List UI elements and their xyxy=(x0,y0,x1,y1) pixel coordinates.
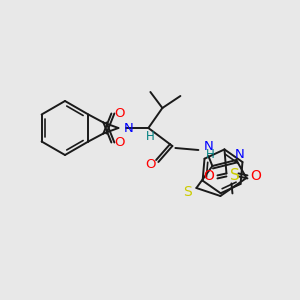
Text: O: O xyxy=(114,136,124,149)
Text: O: O xyxy=(114,107,124,120)
Text: H: H xyxy=(146,130,155,143)
Text: N: N xyxy=(235,148,244,160)
Text: O: O xyxy=(250,169,261,183)
Text: S: S xyxy=(183,185,191,199)
Text: S: S xyxy=(230,168,239,183)
Text: O: O xyxy=(203,169,214,183)
Text: N: N xyxy=(123,122,133,134)
Text: O: O xyxy=(145,158,156,172)
Text: H: H xyxy=(206,148,215,160)
Text: N: N xyxy=(203,140,213,154)
